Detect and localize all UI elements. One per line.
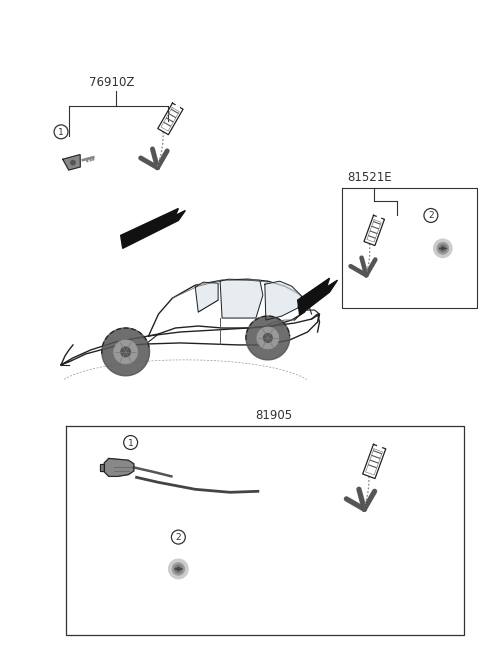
Text: 76910Z: 76910Z xyxy=(89,76,134,89)
Circle shape xyxy=(442,247,444,250)
Circle shape xyxy=(176,104,180,108)
Polygon shape xyxy=(120,208,185,248)
Circle shape xyxy=(54,125,68,139)
Text: 1: 1 xyxy=(58,128,64,137)
Circle shape xyxy=(124,436,138,449)
Circle shape xyxy=(175,566,182,572)
Circle shape xyxy=(168,559,188,579)
Circle shape xyxy=(121,347,131,357)
Circle shape xyxy=(377,444,382,449)
Polygon shape xyxy=(220,279,263,318)
Polygon shape xyxy=(195,283,218,312)
Circle shape xyxy=(433,239,452,258)
Polygon shape xyxy=(246,316,290,360)
Circle shape xyxy=(171,530,185,544)
Text: 2: 2 xyxy=(428,212,434,221)
Circle shape xyxy=(377,215,381,219)
Polygon shape xyxy=(100,464,104,471)
Circle shape xyxy=(424,208,438,223)
Circle shape xyxy=(71,160,75,165)
Text: 81905: 81905 xyxy=(255,409,292,422)
Circle shape xyxy=(177,568,180,570)
Polygon shape xyxy=(104,459,134,476)
Text: 2: 2 xyxy=(176,533,181,542)
Circle shape xyxy=(264,334,272,342)
Polygon shape xyxy=(63,154,80,170)
Circle shape xyxy=(439,245,446,252)
Text: 1: 1 xyxy=(128,438,133,447)
Circle shape xyxy=(114,340,138,364)
Polygon shape xyxy=(298,278,337,315)
Text: 81521E: 81521E xyxy=(348,171,392,183)
Circle shape xyxy=(437,242,449,254)
Circle shape xyxy=(172,562,185,576)
Circle shape xyxy=(257,327,279,349)
Polygon shape xyxy=(102,328,150,376)
Polygon shape xyxy=(265,281,301,320)
